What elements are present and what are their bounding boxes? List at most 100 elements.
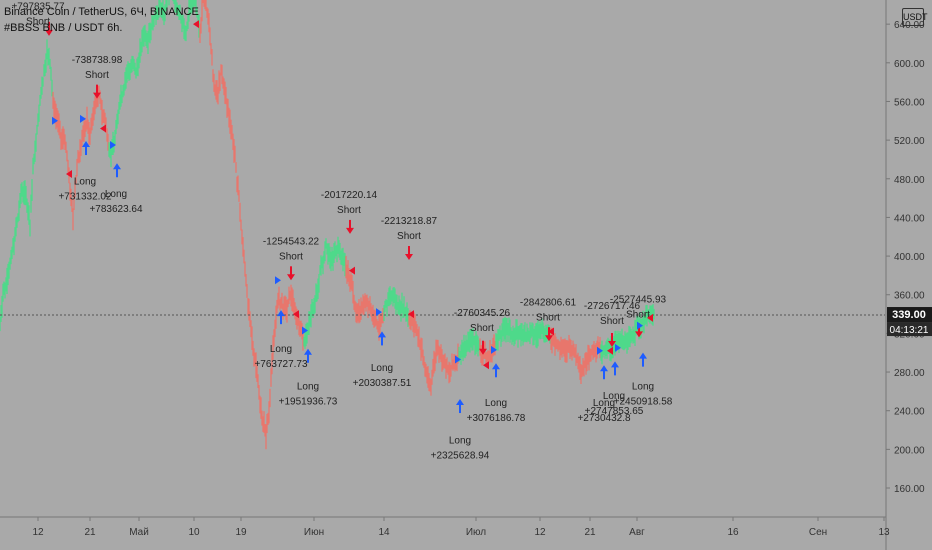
trade-pnl-label: +763727.73 bbox=[254, 359, 308, 370]
price-tick-label: 360.00 bbox=[894, 291, 925, 302]
time-tick-label: Июн bbox=[304, 527, 324, 538]
trade-side-label: Long bbox=[593, 398, 615, 409]
symbol-title: Binance Coin / TetherUS, 6Ч, BINANCE bbox=[4, 6, 199, 18]
trade-side-label: Short bbox=[600, 316, 624, 327]
price-tick-label: 520.00 bbox=[894, 136, 925, 147]
long-arrow-head bbox=[277, 310, 285, 317]
short-entry-flag bbox=[647, 313, 653, 322]
trade-pnl-label: +2747853.65 bbox=[585, 406, 644, 417]
trade-side-label: Short bbox=[626, 309, 650, 320]
long-arrow-head bbox=[492, 363, 500, 370]
time-tick-label: Сен bbox=[809, 527, 827, 538]
long-arrow-head bbox=[456, 399, 464, 406]
time-tick-label: 10 bbox=[188, 527, 200, 538]
countdown-value: 04:13:21 bbox=[890, 325, 929, 336]
long-entry-flag bbox=[376, 308, 382, 317]
long-arrow-head bbox=[600, 365, 608, 372]
long-entry-flag bbox=[80, 114, 86, 123]
short-arrow-head bbox=[45, 29, 53, 36]
trade-pnl-label: -738738.98 bbox=[72, 55, 123, 66]
time-tick-label: 13 bbox=[878, 527, 890, 538]
long-arrow-head bbox=[304, 348, 312, 355]
price-tick-label: 160.00 bbox=[894, 484, 925, 495]
long-arrow-head bbox=[378, 331, 386, 338]
long-entry-flag bbox=[455, 355, 461, 364]
short-entry-flag bbox=[607, 346, 613, 355]
trade-side-label: Long bbox=[297, 381, 319, 392]
trade-annotations: +797835.77Short-738738.98ShortLong+73133… bbox=[11, 2, 672, 462]
trade-side-label: Long bbox=[449, 436, 471, 447]
short-arrow-head bbox=[405, 254, 413, 261]
time-axis[interactable]: 12 21 Май 10 19 Июн 14 Июл 12 21 Авг 16 Сен 13 bbox=[32, 517, 890, 538]
price-tick-label: 440.00 bbox=[894, 213, 925, 224]
strategy-title: #BBSS BNB / USDT 6h. bbox=[4, 22, 123, 34]
trade-side-label: Long bbox=[371, 363, 393, 374]
short-entry-flag bbox=[408, 310, 414, 319]
long-arrow-head bbox=[639, 352, 647, 359]
price-tick-label: 600.00 bbox=[894, 59, 925, 70]
short-entry-flag bbox=[66, 169, 72, 178]
trade-pnl-label: -1254543.22 bbox=[263, 236, 320, 247]
long-entry-flag bbox=[597, 346, 603, 355]
short-arrow-head bbox=[287, 274, 295, 281]
price-tick-label: 560.00 bbox=[894, 97, 925, 108]
short-entry-flag bbox=[483, 361, 489, 370]
trade-side-label: Short bbox=[85, 70, 109, 81]
trade-pnl-label: -2527445.93 bbox=[610, 294, 667, 305]
short-entry-flag bbox=[100, 124, 106, 133]
long-entry-flag bbox=[615, 343, 621, 352]
short-arrow-head bbox=[635, 331, 643, 338]
long-entry-flag bbox=[52, 116, 58, 125]
trade-side-label: Long bbox=[270, 344, 292, 355]
long-entry-flag bbox=[110, 140, 116, 149]
currency-badge[interactable]: USDT bbox=[902, 8, 928, 26]
trade-pnl-label: -2017220.14 bbox=[321, 190, 378, 201]
trade-side-label: Long bbox=[485, 398, 507, 409]
trade-pnl-label: +2030387.51 bbox=[353, 378, 412, 389]
time-tick-label: 21 bbox=[584, 527, 596, 538]
trade-pnl-label: +2730432.8 bbox=[577, 413, 631, 424]
time-tick-label: Авг bbox=[629, 527, 645, 538]
time-tick-label: Июл bbox=[466, 527, 486, 538]
trade-side-label: Short bbox=[470, 323, 494, 334]
trade-pnl-label: +783623.64 bbox=[89, 204, 143, 215]
short-arrow-head bbox=[346, 227, 354, 234]
long-entry-flag bbox=[637, 321, 643, 330]
long-arrow-head bbox=[611, 361, 619, 368]
price-tick-label: 240.00 bbox=[894, 407, 925, 418]
price-series bbox=[0, 0, 655, 450]
price-tick-label: 480.00 bbox=[894, 175, 925, 186]
trade-side-label: Short bbox=[26, 17, 50, 28]
short-entry-flag bbox=[293, 310, 299, 319]
trade-pnl-label: -2213218.87 bbox=[381, 216, 438, 227]
trade-side-label: Long bbox=[603, 391, 625, 402]
trade-pnl-label: -2842806.61 bbox=[520, 297, 577, 308]
trade-pnl-label: +3076186.78 bbox=[467, 413, 526, 424]
trade-pnl-label: +2325628.94 bbox=[431, 451, 490, 462]
time-tick-label: 14 bbox=[378, 527, 390, 538]
long-entry-flag bbox=[491, 345, 497, 354]
long-entry-flag bbox=[302, 326, 308, 335]
time-tick-label: 21 bbox=[84, 527, 96, 538]
countdown-box bbox=[887, 322, 932, 337]
trade-pnl-label: +2450918.58 bbox=[614, 396, 673, 407]
long-arrow-head bbox=[82, 141, 90, 148]
long-arrow-head bbox=[113, 163, 121, 170]
price-tag-box bbox=[887, 307, 932, 323]
short-arrow-head bbox=[545, 335, 553, 342]
trade-side-label: Long bbox=[74, 177, 96, 188]
price-tick-label: 400.00 bbox=[894, 252, 925, 263]
trade-pnl-label: -2726717.46 bbox=[584, 301, 641, 312]
short-arrow-head bbox=[608, 340, 616, 347]
short-arrow-head bbox=[93, 92, 101, 99]
short-entry-flag bbox=[193, 20, 199, 29]
trade-side-label: Short bbox=[279, 251, 303, 262]
trade-side-label: Short bbox=[397, 231, 421, 242]
trade-pnl-label: +1951936.73 bbox=[279, 396, 338, 407]
short-arrow-head bbox=[479, 348, 487, 355]
current-price-tag: 339.00 04:13:21 bbox=[887, 307, 932, 337]
long-entry-flag bbox=[275, 276, 281, 285]
trade-pnl-label: +731332.02 bbox=[58, 192, 112, 203]
